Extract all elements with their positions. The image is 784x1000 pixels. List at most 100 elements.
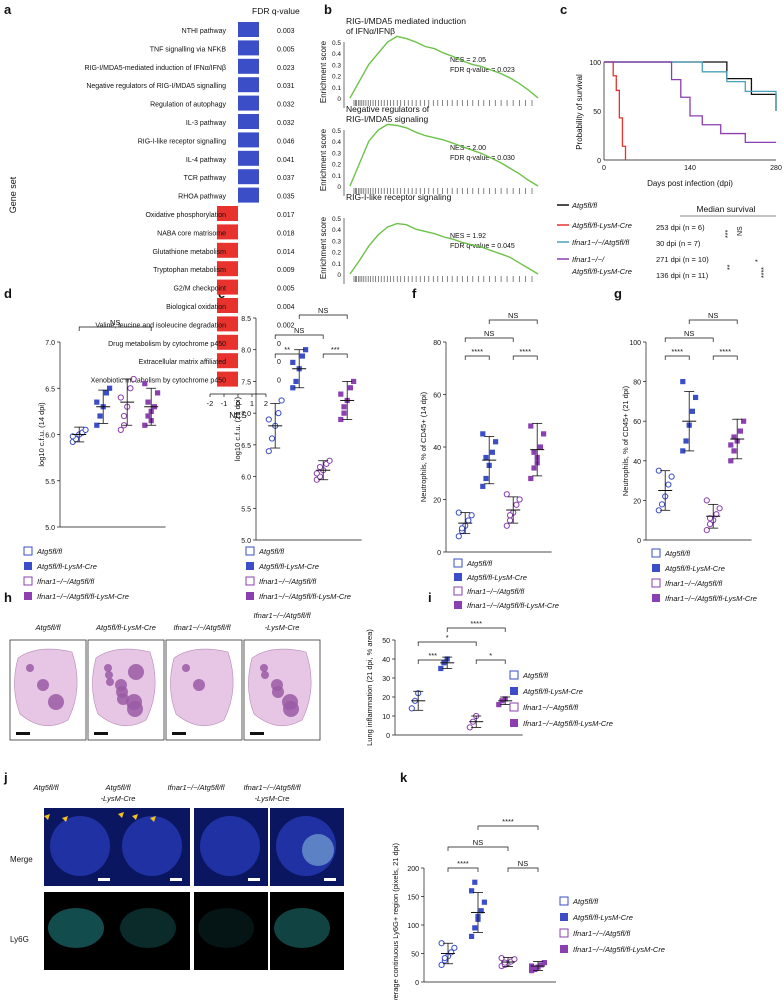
scale-bar xyxy=(16,732,30,735)
data-point xyxy=(489,449,495,455)
axis-label-y: log10 c.f.u. (14 dpi) xyxy=(37,402,46,467)
fdr-value: 0.032 xyxy=(277,102,295,109)
sig-bracket xyxy=(512,355,538,360)
gene-set-label: IL-4 pathway xyxy=(186,157,227,164)
gene-set-label: RIG-I-like receptor signalling xyxy=(138,138,226,145)
legend-swatch xyxy=(560,913,568,921)
x-tick-label: 140 xyxy=(684,165,696,172)
y-tick-label: 50 xyxy=(382,638,390,645)
significance-label: **** xyxy=(457,859,469,868)
data-point xyxy=(438,665,444,672)
y-tick-label: 0.4 xyxy=(332,139,341,146)
y-tick-label: 5.0 xyxy=(45,525,55,532)
inflammation-focus xyxy=(37,679,49,691)
y-tick-label: 0 xyxy=(437,550,441,557)
y-tick-label: 0 xyxy=(386,733,390,740)
data-point xyxy=(537,444,543,450)
legend-swatch xyxy=(453,586,463,596)
legend-label: Atg5fl/fl-LysM-Cre xyxy=(466,573,527,582)
legend-label: Ifnar1−/−/Atg5fl/fl xyxy=(37,577,94,586)
y-tick-label: 0.4 xyxy=(332,51,341,58)
y-tick-label: 7.0 xyxy=(45,340,55,347)
y-tick-label: 80 xyxy=(633,380,641,387)
nes-bar xyxy=(238,187,259,203)
sig-bracket xyxy=(322,353,348,358)
legend-swatch xyxy=(453,558,463,568)
legend-swatch xyxy=(245,546,255,556)
significance-label: *** xyxy=(331,345,340,354)
legend-swatch xyxy=(23,546,33,556)
legend-label: Ifnar1−/−/Atg5fl/fl-LysM-Cre xyxy=(467,601,559,610)
sig-bracket xyxy=(477,825,539,830)
data-point xyxy=(275,410,282,417)
histology-label: Ifnar1−/−/Atg5fl/fl xyxy=(253,611,310,620)
legend-label: Ifnar1−/−/Atg5fl/fl xyxy=(572,238,629,247)
data-point xyxy=(408,705,415,712)
significance-label: ** xyxy=(727,264,734,270)
x-tick-label: 0 xyxy=(236,399,240,408)
sig-bracket xyxy=(447,867,479,872)
data-point xyxy=(347,385,353,391)
inflammation-focus xyxy=(182,664,190,672)
significance-label: **** xyxy=(502,817,514,826)
y-tick-label: 0 xyxy=(637,538,641,545)
fdr-value: 0.035 xyxy=(277,194,295,201)
data-point xyxy=(455,533,462,540)
sig-bracket xyxy=(488,319,538,324)
nes-bar xyxy=(217,224,238,240)
inflammation-focus xyxy=(117,693,129,705)
data-point xyxy=(716,505,723,512)
data-point xyxy=(82,426,89,433)
y-tick-label: 0 xyxy=(337,272,341,279)
gene-set-label: TNF signalling via NFKB xyxy=(150,46,227,53)
data-point xyxy=(265,416,272,423)
fdr-header: FDR q-value xyxy=(252,6,300,16)
fluorescence-label: Ifnar1−/−/Atg5fl/fl xyxy=(243,783,300,792)
sig-bracket xyxy=(464,355,490,360)
axis-label-y: log10 c.f.u. (21 dpi) xyxy=(233,396,242,461)
fdr-value: 0.002 xyxy=(277,322,295,329)
y-tick-label: 7.5 xyxy=(241,379,251,386)
y-tick-label: 60 xyxy=(433,393,441,400)
y-tick-label: 0 xyxy=(337,96,341,103)
legend-swatch xyxy=(510,687,518,695)
scale-bar xyxy=(170,878,182,881)
significance-label: NS xyxy=(110,318,120,327)
gene-set-label: Biological oxidation xyxy=(166,304,226,311)
inflammation-focus xyxy=(104,664,112,672)
fdr-annotation: FDR q-value = 0.045 xyxy=(450,243,515,250)
data-point xyxy=(731,448,737,454)
gene-set-label: Tryptophan metabolism xyxy=(153,267,226,274)
y-tick-label: 30 xyxy=(382,676,390,683)
sig-bracket xyxy=(688,319,738,324)
nes-bar xyxy=(238,132,259,148)
inflammation-focus xyxy=(127,701,143,717)
data-point xyxy=(103,390,109,396)
gene-set-label: NTHI pathway xyxy=(182,28,227,35)
survival-curve xyxy=(604,61,627,160)
data-point xyxy=(683,438,689,444)
fdr-value: 0.031 xyxy=(277,83,295,90)
data-point xyxy=(290,359,296,365)
x-tick-label: -2 xyxy=(207,399,214,408)
sig-bracket xyxy=(475,659,506,664)
data-point xyxy=(268,435,276,442)
axis-label-y: Neutrophils, % of CD45+ (21 dpi) xyxy=(621,385,630,496)
y-tick-label: 20 xyxy=(382,695,390,702)
data-point xyxy=(313,470,320,477)
panel-letter-f: f xyxy=(412,286,417,301)
data-point xyxy=(528,475,534,482)
nes-bar xyxy=(238,95,259,111)
data-point xyxy=(316,463,324,471)
data-point xyxy=(472,879,478,885)
significance-label: ** xyxy=(284,345,290,354)
data-point xyxy=(531,449,537,455)
nuclei-stain xyxy=(50,816,110,876)
scale-bar xyxy=(250,732,264,735)
gene-set-label: Valine, leucine and isoleucine degradati… xyxy=(95,322,226,329)
significance-label: NS xyxy=(484,329,494,338)
histology-label: -LysM-Cre xyxy=(265,623,300,632)
y-tick-label: 0 xyxy=(337,184,341,191)
scale-bar xyxy=(248,878,260,881)
nes-bar xyxy=(217,206,238,221)
